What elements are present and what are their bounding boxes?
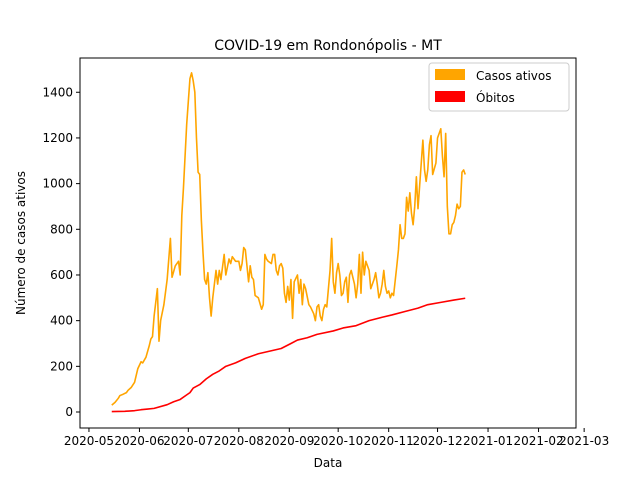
series-line-casos-ativos	[111, 72, 466, 406]
x-tick-label: 2020-09	[264, 434, 314, 448]
legend-swatch-obitos	[435, 91, 465, 102]
x-tick-label: 2020-07	[163, 434, 213, 448]
x-tick-label: 2020-05	[64, 434, 114, 448]
series-layer	[111, 72, 466, 413]
chart-title: COVID-19 em Rondonópolis - MT	[214, 38, 442, 54]
y-axis: 0 200 400 600 800 1000 1200 1400	[42, 85, 80, 419]
y-axis-label: Número de casos ativos	[14, 171, 28, 315]
x-tick-label: 2020-11	[364, 434, 414, 448]
x-axis-label: Data	[314, 456, 343, 470]
y-tick-label: 1200	[42, 131, 73, 145]
y-tick-label: 800	[50, 222, 73, 236]
y-tick-label: 1000	[42, 177, 73, 191]
legend-swatch-casos-ativos	[435, 69, 465, 80]
y-tick-label: 600	[50, 268, 73, 282]
plot-area	[79, 57, 577, 429]
x-tick-label: 2021-02	[513, 434, 563, 448]
legend-label-obitos: Óbitos	[476, 90, 515, 105]
x-tick-label: 2020-08	[214, 434, 264, 448]
x-tick-label: 2020-10	[313, 434, 363, 448]
legend-label-casos-ativos: Casos ativos	[476, 69, 551, 83]
x-tick-label: 2021-01	[463, 434, 513, 448]
x-tick-label: 2020-06	[114, 434, 164, 448]
axes-frame	[79, 57, 577, 429]
y-tick-label: 1400	[42, 85, 73, 99]
y-tick-label: 0	[65, 405, 73, 419]
series-line-obitos	[111, 297, 466, 413]
y-tick-label: 400	[50, 314, 73, 328]
y-tick-label: 200	[50, 359, 73, 373]
x-tick-label: 2020-12	[412, 434, 462, 448]
legend: Casos ativos Óbitos	[428, 62, 570, 112]
x-tick-label: 2021-03	[559, 434, 609, 448]
